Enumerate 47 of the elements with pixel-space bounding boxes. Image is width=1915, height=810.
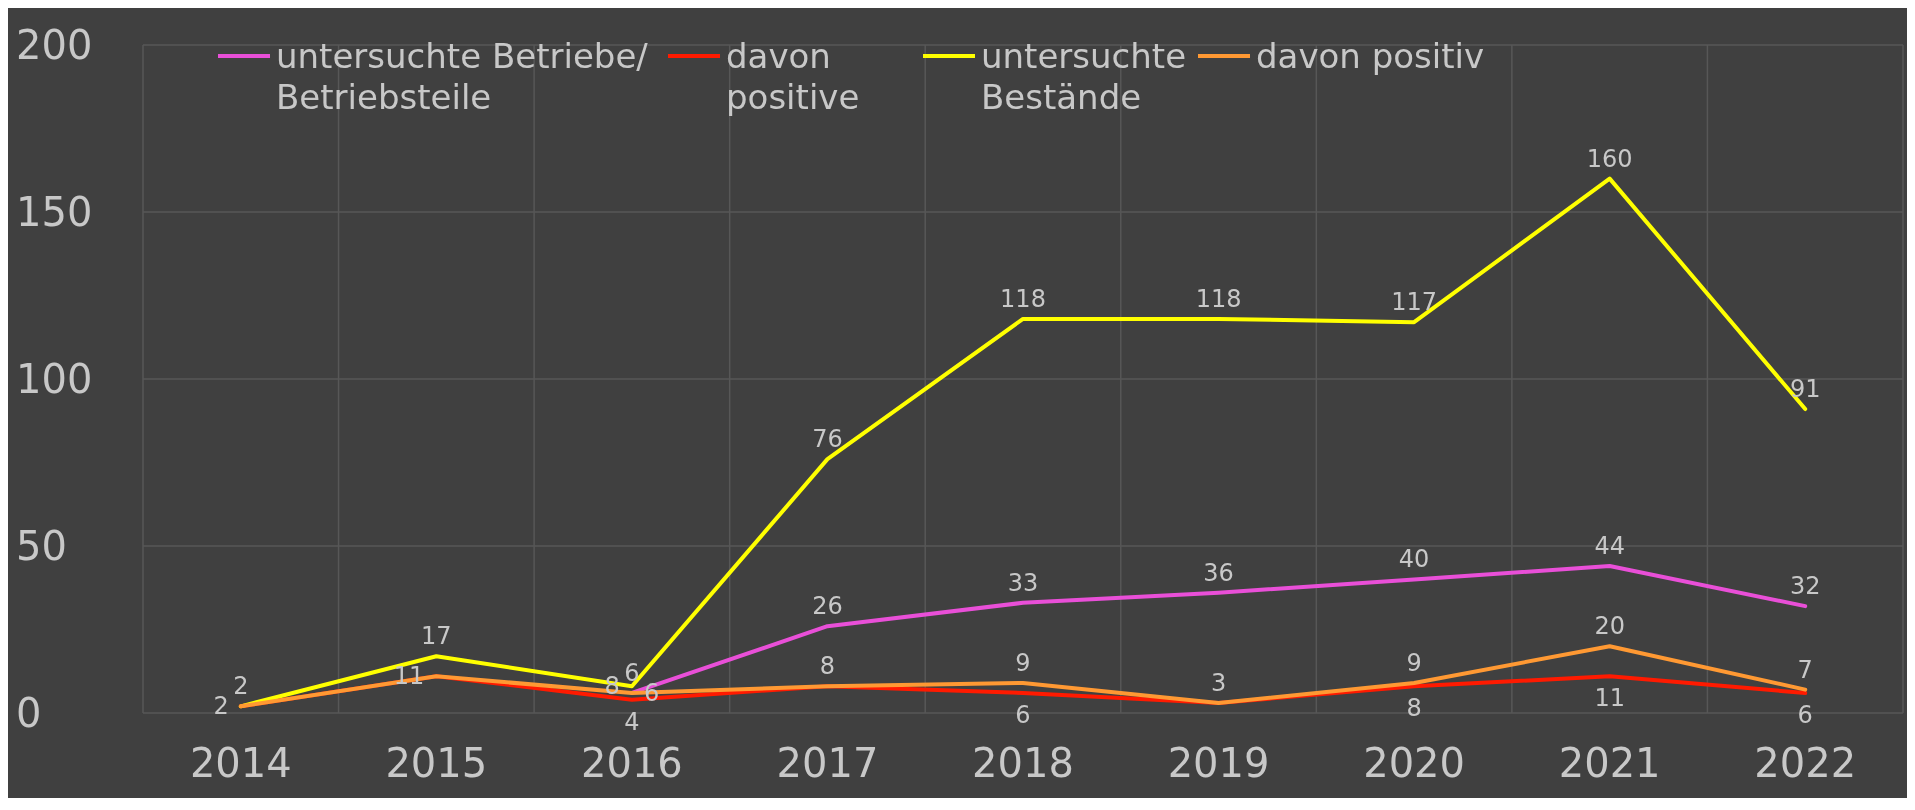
x-tick-label: 2021 bbox=[1558, 740, 1661, 786]
data-label: 9 bbox=[1406, 648, 1422, 677]
x-tick-label: 2020 bbox=[1363, 740, 1466, 786]
data-label: 7 bbox=[1797, 655, 1813, 684]
y-tick-label: 0 bbox=[16, 690, 42, 736]
data-label: 20 bbox=[1594, 612, 1625, 641]
data-label: 118 bbox=[1000, 284, 1046, 313]
data-label: 32 bbox=[1789, 572, 1821, 601]
y-tick-label: 200 bbox=[16, 22, 93, 68]
data-label: 40 bbox=[1398, 545, 1430, 574]
data-label: 11 bbox=[1594, 684, 1625, 713]
legend-label: untersuchte Bestände bbox=[981, 35, 1187, 117]
data-label: 8 bbox=[819, 652, 836, 681]
y-tick-label: 100 bbox=[16, 356, 93, 402]
legend-label: davon positive bbox=[726, 35, 860, 117]
x-tick-label: 2018 bbox=[972, 740, 1074, 786]
data-label: 76 bbox=[812, 425, 843, 454]
x-tick-label: 2019 bbox=[1167, 740, 1270, 786]
data-label: 33 bbox=[1007, 568, 1039, 597]
data-label: 2 bbox=[213, 692, 229, 721]
data-label: 91 bbox=[1789, 375, 1821, 404]
legend-label: davon positiv bbox=[1256, 35, 1485, 76]
data-label: 6 bbox=[1015, 700, 1031, 729]
x-tick-label: 2017 bbox=[776, 740, 879, 786]
data-label: 3 bbox=[1210, 668, 1227, 697]
data-label: 2 bbox=[233, 672, 249, 701]
data-label: 17 bbox=[421, 622, 452, 651]
data-label: 6 bbox=[1797, 700, 1813, 729]
data-label: 160 bbox=[1586, 144, 1633, 173]
x-tick-label: 2014 bbox=[189, 740, 292, 786]
legend-label: untersuchte Betriebe/ Betriebsteile bbox=[276, 35, 649, 117]
data-label: 6 bbox=[624, 658, 640, 687]
data-label: 4 bbox=[624, 707, 640, 736]
data-label: 9 bbox=[1015, 648, 1031, 677]
y-tick-label: 150 bbox=[16, 189, 93, 235]
data-label: 6 bbox=[643, 678, 660, 707]
x-tick-label: 2022 bbox=[1754, 740, 1857, 786]
y-tick-label: 50 bbox=[16, 523, 67, 569]
data-label: 26 bbox=[812, 592, 843, 621]
data-label: 117 bbox=[1391, 288, 1438, 317]
x-tick-label: 2016 bbox=[580, 740, 683, 786]
data-label: 8 bbox=[1406, 694, 1422, 723]
x-tick-label: 2015 bbox=[385, 740, 488, 786]
data-label: 118 bbox=[1195, 284, 1242, 313]
data-label: 44 bbox=[1594, 532, 1625, 561]
data-label: 36 bbox=[1203, 558, 1234, 587]
data-label: 8 bbox=[604, 672, 620, 701]
